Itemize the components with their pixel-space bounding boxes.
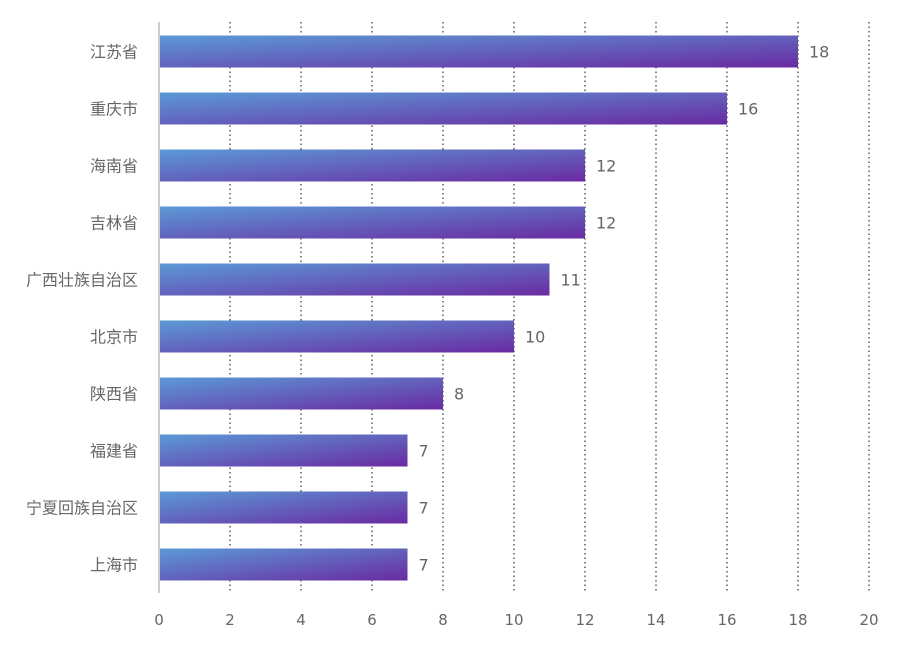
bar: [160, 491, 408, 524]
category-label: 广西壮族自治区: [26, 271, 138, 290]
category-label: 陕西省: [90, 385, 138, 404]
bar: [160, 434, 408, 467]
x-tick-label: 10: [504, 611, 523, 629]
x-tick-label: 16: [717, 611, 736, 629]
bar: [160, 263, 550, 296]
data-labels: 18 16 12 12 11 10 8 7 7 7: [419, 43, 830, 575]
category-label: 重庆市: [90, 100, 138, 119]
x-tick-labels: 0 2 4 6 8 10 12 14 16 18 20: [154, 611, 878, 629]
bar: [160, 92, 727, 125]
data-label: 12: [596, 214, 616, 233]
bar: [160, 35, 798, 68]
x-tick-label: 8: [438, 611, 448, 629]
bar: [160, 377, 443, 410]
category-label: 江苏省: [90, 43, 138, 62]
x-tick-label: 12: [575, 611, 594, 629]
data-label: 12: [596, 157, 616, 176]
data-label: 7: [419, 499, 429, 518]
category-label: 北京市: [90, 328, 138, 347]
data-label: 7: [419, 556, 429, 575]
data-label: 16: [738, 100, 758, 119]
category-label: 上海市: [90, 556, 138, 575]
category-label: 宁夏回族自治区: [26, 499, 138, 518]
bars: [160, 35, 798, 581]
x-tick-label: 6: [367, 611, 377, 629]
bar: [160, 320, 514, 353]
bar: [160, 548, 408, 581]
data-label: 7: [419, 442, 429, 461]
category-label: 吉林省: [90, 214, 138, 233]
x-tick-label: 0: [154, 611, 164, 629]
category-label: 海南省: [90, 157, 138, 176]
x-tick-label: 20: [859, 611, 878, 629]
data-label: 18: [809, 43, 829, 62]
data-label: 8: [454, 385, 464, 404]
x-tick-label: 18: [788, 611, 807, 629]
bar: [160, 149, 585, 182]
bar: [160, 206, 585, 239]
category-label: 福建省: [90, 442, 138, 461]
data-label: 11: [561, 271, 581, 290]
x-tick-label: 2: [225, 611, 235, 629]
x-tick-label: 14: [646, 611, 665, 629]
x-tick-label: 4: [296, 611, 306, 629]
data-label: 10: [525, 328, 545, 347]
